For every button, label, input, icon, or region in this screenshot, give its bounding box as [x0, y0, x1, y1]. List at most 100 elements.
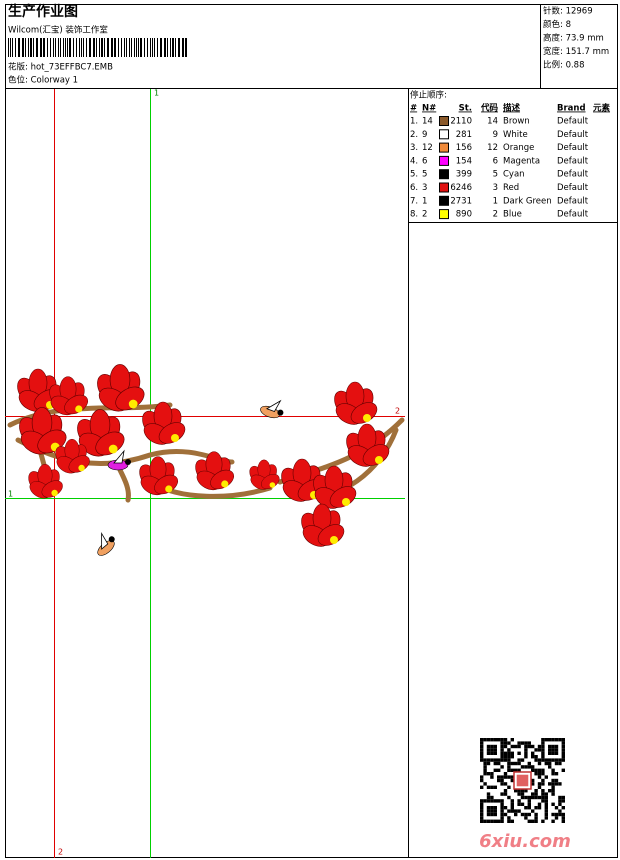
stamen — [78, 464, 85, 472]
qr-module — [500, 741, 504, 745]
qr-module — [548, 744, 552, 749]
qr-module — [541, 792, 545, 796]
qr-module — [531, 778, 535, 783]
qr-module — [493, 768, 497, 772]
qr-module — [551, 789, 555, 793]
qr-module — [507, 809, 511, 813]
cell-description: Cyan — [503, 170, 525, 180]
qr-module — [490, 751, 494, 755]
qr-module — [510, 755, 514, 759]
cell-brand: Default — [557, 170, 589, 180]
qr-module — [537, 782, 542, 786]
barcode-bar — [67, 38, 68, 57]
qr-module — [486, 758, 491, 762]
cell-needle: 5 — [422, 170, 427, 180]
studio: Wilcom(汇宝) 装饰工作室 — [8, 25, 108, 36]
bird-head — [277, 409, 284, 416]
cell-needle: 2 — [422, 210, 427, 220]
qr-module — [500, 748, 504, 752]
qr-module — [527, 819, 531, 823]
qr-module — [524, 755, 528, 759]
barcode-bar — [50, 38, 51, 57]
qr-module — [541, 758, 545, 762]
qr-module — [483, 799, 487, 803]
qr-module — [507, 761, 511, 766]
barcode-bar — [96, 38, 97, 57]
qr-module — [507, 765, 511, 769]
barcode-bar — [93, 38, 95, 57]
flower — [49, 376, 89, 416]
qr-module — [524, 789, 528, 793]
qr-module — [507, 741, 511, 745]
qr-module — [510, 806, 514, 810]
qr-module — [548, 782, 552, 786]
barcode-bar — [170, 38, 171, 57]
cell-index: 3. — [410, 143, 418, 153]
qr-module — [514, 812, 518, 817]
qr-module — [534, 758, 538, 762]
cell-code: 3 — [493, 183, 498, 193]
flower — [334, 381, 378, 425]
color-swatch — [439, 195, 449, 206]
qr-module — [507, 758, 511, 762]
qr-module — [554, 751, 559, 755]
qr-module — [500, 809, 504, 813]
qr-module — [551, 802, 555, 806]
column-header: St. — [459, 104, 472, 114]
cell-needle: 1 — [422, 196, 427, 206]
flower — [142, 401, 186, 445]
qr-module — [558, 758, 562, 762]
column-header: N# — [422, 104, 436, 114]
qr-module — [544, 758, 548, 762]
qr-module — [524, 765, 528, 769]
barcode-bar — [63, 38, 64, 57]
barcode-bar — [10, 38, 11, 57]
color-swatch — [439, 129, 449, 140]
qr-module — [551, 751, 555, 755]
cell-index: 7. — [410, 196, 418, 206]
qr-module — [527, 806, 531, 810]
qr-module — [503, 772, 508, 776]
cell-needle: 14 — [422, 117, 433, 127]
qr-module — [500, 738, 504, 742]
qr-module — [480, 738, 484, 742]
barcode-bar — [60, 38, 61, 57]
flower — [346, 423, 390, 467]
barcode-bar — [104, 38, 105, 57]
qr-module — [534, 755, 538, 759]
qr-module — [503, 806, 508, 810]
qr-module — [480, 806, 484, 810]
qr-module — [490, 819, 494, 823]
qr-module — [500, 765, 504, 769]
qr-module — [561, 795, 565, 800]
qr-module — [480, 802, 484, 806]
barcode-bar — [172, 38, 174, 57]
barcode-bar — [22, 38, 24, 57]
qr-module — [490, 748, 494, 752]
watermark: 6xiu.com — [479, 831, 571, 852]
qr-module — [558, 761, 562, 766]
qr-module — [548, 789, 552, 793]
barcode-bar — [73, 38, 74, 57]
guide-label: 2 — [395, 407, 400, 416]
qr-module — [514, 744, 518, 749]
qr-module — [544, 816, 548, 820]
qr-module — [561, 812, 565, 817]
qr-module — [544, 792, 548, 796]
qr-module — [541, 789, 545, 793]
qr-module — [548, 751, 552, 755]
qr-module — [554, 812, 559, 817]
cell-description: Dark Green — [503, 196, 552, 206]
qr-module — [497, 761, 501, 766]
stamen — [363, 414, 371, 422]
flower — [97, 364, 145, 412]
cell-index: 2. — [410, 130, 418, 140]
qr-module — [561, 748, 565, 752]
flower — [249, 459, 280, 490]
qr-module — [510, 802, 514, 806]
qr-module — [537, 758, 542, 762]
stamen — [165, 485, 173, 493]
qr-module — [544, 806, 548, 810]
barcode-bar — [15, 38, 16, 57]
barcode-bar — [126, 38, 127, 57]
